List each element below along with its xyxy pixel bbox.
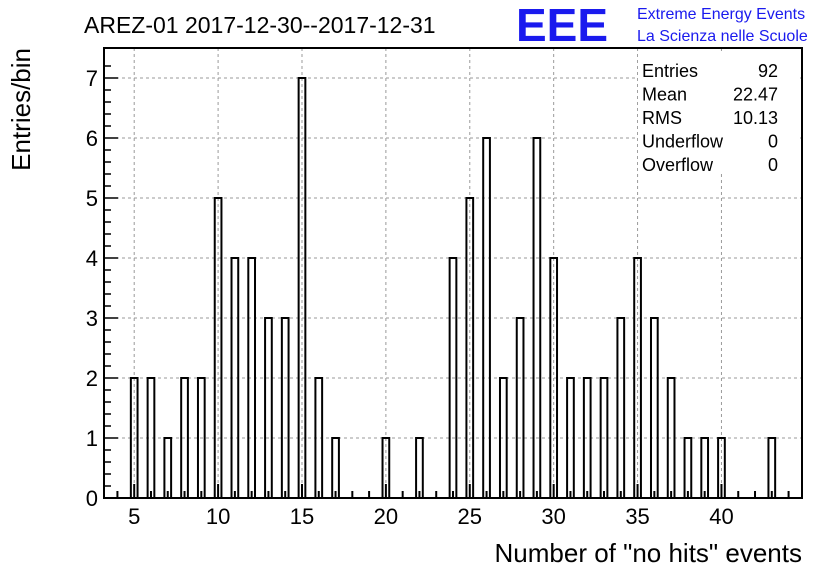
y-axis-label: Entries/bin [6, 48, 36, 171]
histogram-bar [649, 317, 659, 499]
stats-value: 92 [758, 61, 778, 81]
x-tick-label: 20 [374, 504, 398, 529]
stats-value: 22.47 [733, 85, 778, 105]
stats-label: Overflow [642, 155, 714, 175]
x-tick-label: 5 [128, 504, 140, 529]
logo-line-1: Extreme Energy Events [637, 6, 805, 23]
stats-label: Underflow [642, 132, 724, 152]
chart-title: AREZ-01 2017-12-30--2017-12-31 [84, 12, 436, 38]
histogram-bar [280, 317, 290, 499]
histogram-bar [616, 317, 626, 499]
y-tick-label: 5 [86, 186, 98, 211]
stats-label: Mean [642, 85, 687, 105]
stats-label: RMS [642, 108, 682, 128]
histogram-bar [163, 437, 173, 499]
x-tick-label: 25 [458, 504, 482, 529]
y-axis-ticks: 0 1 2 3 4 5 6 7 [86, 65, 118, 511]
stats-value: 0 [768, 132, 778, 152]
stats-value: 10.13 [733, 108, 778, 128]
histogram-bar [767, 437, 777, 499]
x-axis-ticks: 5 10 15 20 25 30 35 40 [116, 484, 790, 529]
x-tick-label: 15 [290, 504, 314, 529]
y-tick-label: 4 [86, 246, 98, 271]
y-tick-label: 3 [86, 306, 98, 331]
stats-background [638, 54, 798, 174]
y-tick-label: 6 [86, 126, 98, 151]
histogram-bar [683, 437, 693, 499]
histogram-bar [331, 437, 340, 499]
x-tick-label: 35 [625, 504, 649, 529]
grid-lines [104, 48, 802, 498]
x-tick-label: 40 [709, 504, 733, 529]
histogram-bar [415, 437, 424, 499]
x-tick-label: 10 [206, 504, 230, 529]
logo-line-2: La Scienza nelle Scuole [637, 28, 808, 45]
y-tick-label: 1 [86, 426, 98, 451]
eee-logo: EEE Extreme Energy Events La Scienza nel… [516, 0, 808, 51]
histogram-bar [700, 437, 710, 499]
y-tick-label: 0 [86, 486, 98, 511]
stats-value: 0 [768, 155, 778, 175]
y-tick-label: 7 [86, 66, 98, 91]
y-tick-label: 2 [86, 366, 98, 391]
histogram-bar [515, 317, 525, 499]
logo-mark: EEE [516, 0, 608, 51]
stats-label: Entries [642, 61, 698, 81]
histogram-bar [264, 317, 273, 499]
x-axis-label: Number of "no hits" events [495, 538, 803, 568]
plot-frame [103, 47, 803, 499]
x-tick-label: 30 [541, 504, 565, 529]
stats-box: Entries 92 Mean 22.47 RMS 10.13 Underflow 0 Over… [638, 54, 798, 175]
